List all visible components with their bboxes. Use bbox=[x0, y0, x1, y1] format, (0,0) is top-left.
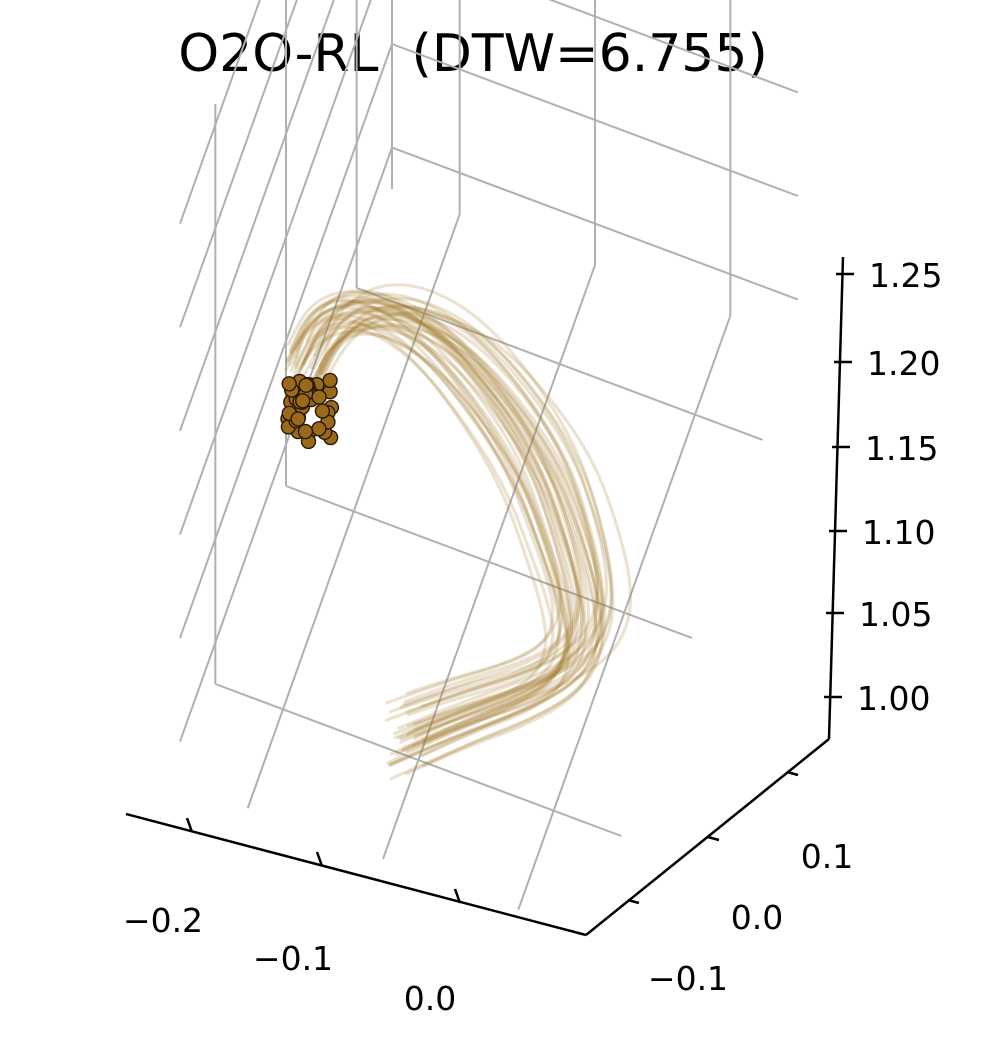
y-tick-mark bbox=[627, 898, 640, 905]
trajectory-line bbox=[308, 324, 599, 776]
z-tick-label: 1.05 bbox=[859, 595, 932, 634]
trajectory-line bbox=[289, 317, 548, 736]
left-wall-grid-line bbox=[179, 147, 393, 742]
trajectory-line bbox=[314, 323, 564, 714]
end-point-marker bbox=[281, 376, 297, 392]
end-point-marker bbox=[314, 403, 331, 419]
end-point-marker bbox=[298, 377, 314, 393]
trajectory-layer bbox=[284, 283, 633, 781]
trajectory-line bbox=[305, 289, 579, 740]
trajectory-line bbox=[302, 297, 583, 709]
trajectory-line bbox=[285, 300, 602, 758]
z-tick-label: 1.15 bbox=[865, 429, 938, 468]
axis-layer bbox=[125, 256, 854, 937]
z-tick-label: 1.00 bbox=[857, 679, 930, 718]
z-tick-label: 1.20 bbox=[867, 344, 940, 383]
trajectory-line bbox=[294, 298, 561, 737]
left-wall-grid-line bbox=[179, 43, 393, 639]
trajectory-line bbox=[298, 306, 591, 735]
x-tick-label: 0.0 bbox=[404, 979, 456, 1018]
x-axis-line bbox=[125, 812, 587, 937]
trajectory-line bbox=[309, 332, 570, 741]
trajectory-line bbox=[293, 305, 555, 695]
end-point-marker bbox=[322, 372, 338, 389]
left-wall-grid-line bbox=[179, 0, 261, 225]
trajectory-line bbox=[319, 304, 604, 740]
y-tick-mark bbox=[707, 835, 720, 842]
end-point-marker bbox=[297, 423, 314, 440]
floor-grid-line bbox=[214, 683, 622, 837]
left-wall-grid-line bbox=[179, 0, 372, 535]
trajectory-line bbox=[288, 313, 571, 757]
y-tick-label: −0.1 bbox=[648, 959, 728, 998]
z-tick-label: 1.10 bbox=[862, 513, 935, 552]
x-tick-mark bbox=[453, 888, 462, 904]
end-point-marker bbox=[311, 421, 327, 437]
floor-grid-line bbox=[356, 287, 764, 441]
trajectory-line bbox=[320, 313, 599, 726]
trajectory-line bbox=[303, 292, 599, 740]
trajectory-line bbox=[319, 283, 613, 751]
end-point-marker bbox=[311, 389, 327, 405]
trajectory-line bbox=[306, 323, 604, 766]
back-wall-grid-line bbox=[391, 43, 799, 197]
y-tick-label: 0.0 bbox=[731, 898, 783, 937]
trajectory-line bbox=[299, 316, 598, 753]
trajectory-line bbox=[321, 311, 633, 742]
grid-layer bbox=[179, 0, 799, 911]
trajectory-line bbox=[290, 291, 586, 756]
trajectory-line bbox=[284, 298, 605, 745]
left-wall-grid-line bbox=[179, 0, 335, 432]
trajectory-line bbox=[287, 329, 573, 728]
end-marker-layer bbox=[280, 372, 340, 450]
trajectory-line bbox=[294, 325, 555, 717]
trajectory-line bbox=[309, 309, 584, 768]
trajectory-line bbox=[312, 296, 609, 730]
trajectory-line bbox=[319, 304, 614, 732]
floor-grid-line bbox=[285, 485, 693, 639]
trajectory-line bbox=[315, 321, 581, 707]
trajectory-line bbox=[288, 299, 570, 738]
trajectory-line bbox=[286, 290, 572, 765]
trajectory-line bbox=[301, 310, 568, 753]
back-wall-grid-line bbox=[391, 146, 799, 301]
x-tick-label: −0.2 bbox=[123, 901, 203, 940]
end-point-marker bbox=[290, 411, 306, 427]
z-tick-label: 1.25 bbox=[869, 256, 942, 295]
y-axis-line bbox=[585, 738, 830, 936]
trajectory-line bbox=[312, 299, 576, 744]
trajectory-line bbox=[318, 305, 584, 708]
trajectory-line bbox=[321, 305, 615, 767]
y-tick-mark bbox=[786, 770, 799, 777]
x-tick-mark bbox=[185, 817, 194, 833]
trajectory-line bbox=[309, 326, 587, 747]
trajectory-line bbox=[300, 308, 604, 768]
end-point-marker bbox=[295, 393, 311, 409]
x-tick-label: −0.1 bbox=[253, 939, 333, 978]
y-tick-label: 0.1 bbox=[801, 837, 853, 876]
trajectory-line bbox=[294, 300, 580, 704]
tick-label-layer: −0.2−0.10.0−0.10.00.11.001.051.101.151.2… bbox=[123, 256, 943, 1018]
z-axis-line bbox=[827, 256, 845, 740]
back-wall-grid-line bbox=[548, 0, 799, 94]
trajectory-line bbox=[312, 311, 600, 722]
x-tick-mark bbox=[315, 851, 324, 867]
trajectory-line bbox=[289, 321, 562, 714]
trajectory-line bbox=[288, 294, 574, 756]
trajectory-line bbox=[284, 303, 563, 705]
trajectory-line bbox=[308, 317, 607, 781]
left-wall-grid-line bbox=[179, 0, 298, 328]
